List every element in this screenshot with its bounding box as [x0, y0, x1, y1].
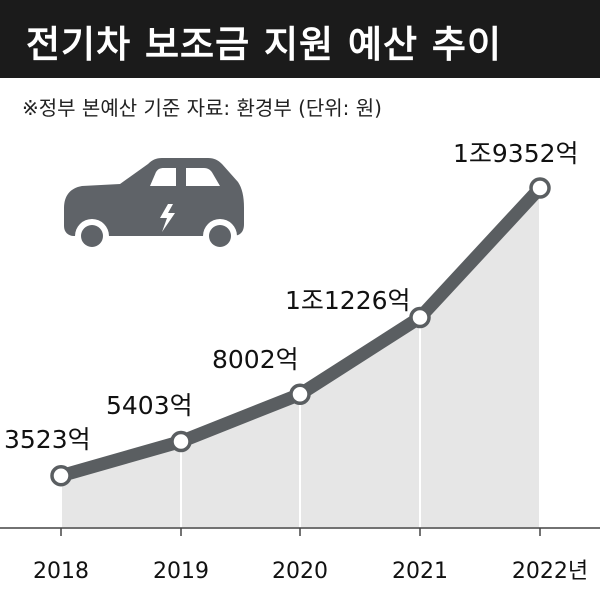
electric-car-icon	[64, 158, 244, 253]
x-tick-label-2021: 2021	[392, 559, 448, 584]
data-label-2018: 3523억	[4, 425, 91, 454]
x-axis: 2018 2019 2020 2021 2022년	[0, 527, 600, 584]
year-guide-lines	[60, 188, 541, 527]
x-tick-label-2018: 2018	[33, 559, 89, 584]
lightning-bolt-icon	[160, 204, 175, 232]
data-label-2020: 8002억	[212, 345, 299, 374]
data-label-2022년: 1조9352억	[453, 139, 579, 168]
data-point-2022년	[529, 177, 551, 199]
data-labels: 3523억 5403억 8002억 1조1226억 1조9352억	[4, 139, 579, 454]
x-tick-label-2019: 2019	[153, 559, 209, 584]
data-point-2019	[170, 430, 192, 453]
chart-title: 전기차 보조금 지원 예산 추이	[26, 23, 503, 66]
data-label-2019: 5403억	[106, 391, 193, 420]
data-point-2021	[409, 306, 431, 329]
x-tick-label-2020: 2020	[272, 559, 328, 584]
x-tick-label-2022년: 2022년	[512, 559, 588, 584]
data-point-2020	[289, 383, 311, 406]
title-bar: 전기차 보조금 지원 예산 추이	[0, 0, 600, 78]
chart-subtitle: ※정부 본예산 기준 자료: 환경부 (단위: 원)	[22, 96, 382, 120]
data-point-2018	[50, 464, 72, 487]
data-points	[50, 177, 551, 487]
data-label-2021: 1조1226억	[285, 286, 411, 315]
